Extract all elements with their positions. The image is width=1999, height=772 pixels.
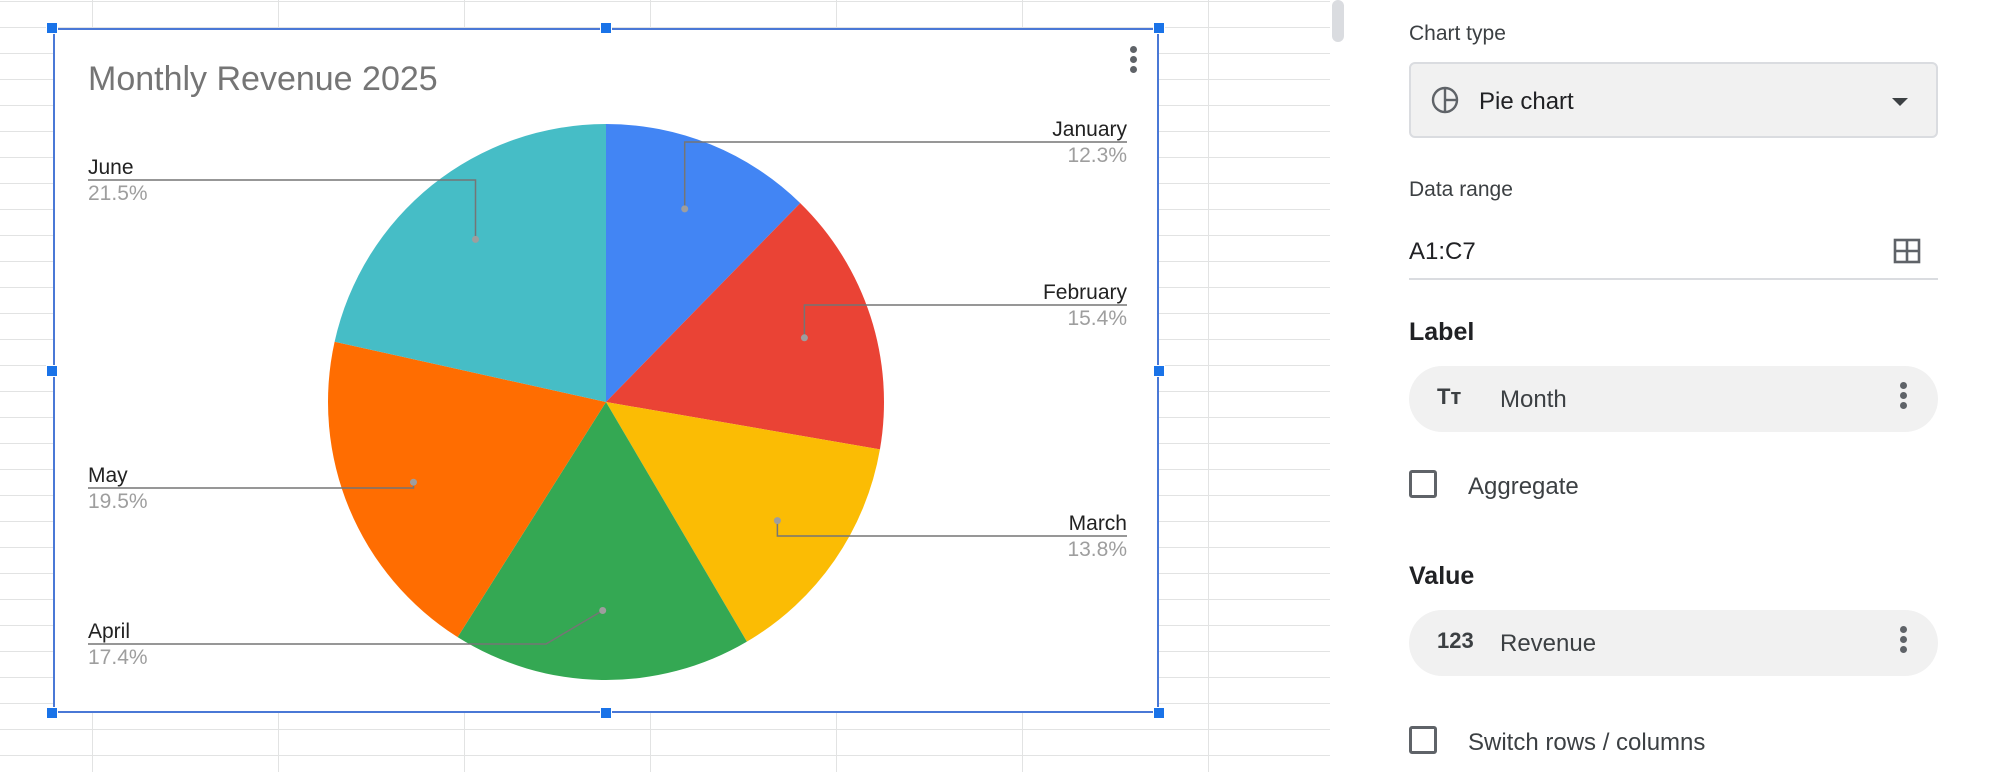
resize-handle-bottom-right[interactable] [1153, 707, 1165, 719]
data-range-input[interactable]: A1:C7 [1409, 232, 1938, 280]
leader-dot [681, 205, 689, 213]
leader-line [88, 179, 477, 240]
scrollbar-thumb[interactable] [1332, 0, 1344, 42]
resize-handle-bottom-left[interactable] [46, 707, 58, 719]
slice-name-label: February [1043, 281, 1128, 304]
slice-percent-label: 15.4% [1067, 307, 1127, 330]
chart-type-dropdown[interactable]: Pie chart [1409, 62, 1938, 138]
vertical-scrollbar[interactable] [1330, 0, 1380, 772]
pie-label-march: March 13.8% [773, 512, 1127, 561]
pie-chart-canvas: January 12.3% February 15.4% March 13.8% April… [88, 118, 1128, 680]
leader-dot [773, 517, 781, 525]
chevron-down-icon [1892, 98, 1908, 106]
slice-name-label: March [1069, 512, 1127, 535]
leader-line [683, 141, 1127, 209]
pie-slice-may[interactable] [327, 341, 606, 638]
panel-edge [1970, 0, 1999, 772]
leader-dot [599, 607, 607, 614]
resize-handle-bottom[interactable] [600, 707, 612, 719]
more-vert-icon[interactable] [1123, 46, 1143, 80]
label-section-title: Label [1409, 318, 1475, 346]
pie-slice-april[interactable] [457, 402, 747, 680]
pie-label-january: January 12.3% [681, 118, 1127, 213]
chart-title: Monthly Revenue 2025 [88, 60, 438, 98]
pie-slice-january[interactable] [606, 124, 801, 402]
resize-handle-top[interactable] [600, 22, 612, 34]
spreadsheet-grid[interactable]: January 12.3% February 15.4% March 13.8% April… [0, 0, 1330, 772]
label-field-chip[interactable]: Tт Month [1409, 366, 1938, 432]
slice-percent-label: 12.3% [1067, 144, 1127, 167]
slice-percent-label: 19.5% [88, 490, 148, 513]
pie-label-february: February 15.4% [800, 281, 1128, 342]
resize-handle-left[interactable] [46, 365, 58, 377]
pie-chart[interactable]: January 12.3% February 15.4% March 13.8% April… [53, 28, 1159, 713]
data-range-value: A1:C7 [1409, 238, 1476, 265]
slice-name-label: May [88, 464, 128, 487]
leader-dot [472, 235, 479, 243]
leader-line [776, 520, 1127, 537]
checkbox-icon[interactable] [1409, 726, 1437, 754]
chart-type-value: Pie chart [1479, 88, 1574, 115]
pie-label-may: May 19.5% [88, 464, 417, 513]
pie-slice-march[interactable] [606, 402, 880, 642]
pie-chart-icon [1431, 86, 1459, 119]
slice-percent-label: 21.5% [88, 182, 148, 205]
value-field-chip[interactable]: 123 Revenue [1409, 610, 1938, 676]
value-field-name: Revenue [1500, 630, 1597, 657]
pie-slice-february[interactable] [606, 203, 885, 450]
more-vert-icon[interactable] [1898, 626, 1908, 660]
more-vert-icon[interactable] [1898, 382, 1908, 416]
grid-select-icon[interactable] [1892, 236, 1922, 271]
resize-handle-right[interactable] [1153, 365, 1165, 377]
slice-name-label: June [88, 156, 134, 179]
number-type-icon: 123 [1437, 628, 1474, 653]
pie-label-june: June 21.5% [88, 156, 479, 243]
checkbox-icon[interactable] [1409, 470, 1437, 498]
leader-dot [800, 334, 808, 342]
chart-editor-panel: Chart type Pie chart Data range A1:C7 La… [1380, 0, 1970, 772]
text-type-icon: Tт [1437, 384, 1462, 409]
slice-percent-label: 13.8% [1067, 538, 1127, 561]
slice-name-label: January [1052, 118, 1127, 141]
label-field-name: Month [1500, 386, 1567, 413]
chart-type-label: Chart type [1409, 22, 1506, 45]
data-range-label: Data range [1409, 178, 1513, 201]
pie-slice-june[interactable] [334, 124, 606, 402]
resize-handle-top-left[interactable] [46, 22, 58, 34]
slice-name-label: April [88, 620, 130, 643]
leader-line [803, 304, 1127, 338]
leader-line [88, 609, 604, 645]
slice-percent-label: 17.4% [88, 646, 148, 669]
switch-rows-columns-label: Switch rows / columns [1468, 729, 1706, 756]
resize-handle-top-right[interactable] [1153, 22, 1165, 34]
value-section-title: Value [1409, 562, 1475, 590]
leader-dot [410, 478, 417, 486]
aggregate-label: Aggregate [1468, 473, 1579, 500]
pie-label-april: April 17.4% [88, 607, 607, 669]
